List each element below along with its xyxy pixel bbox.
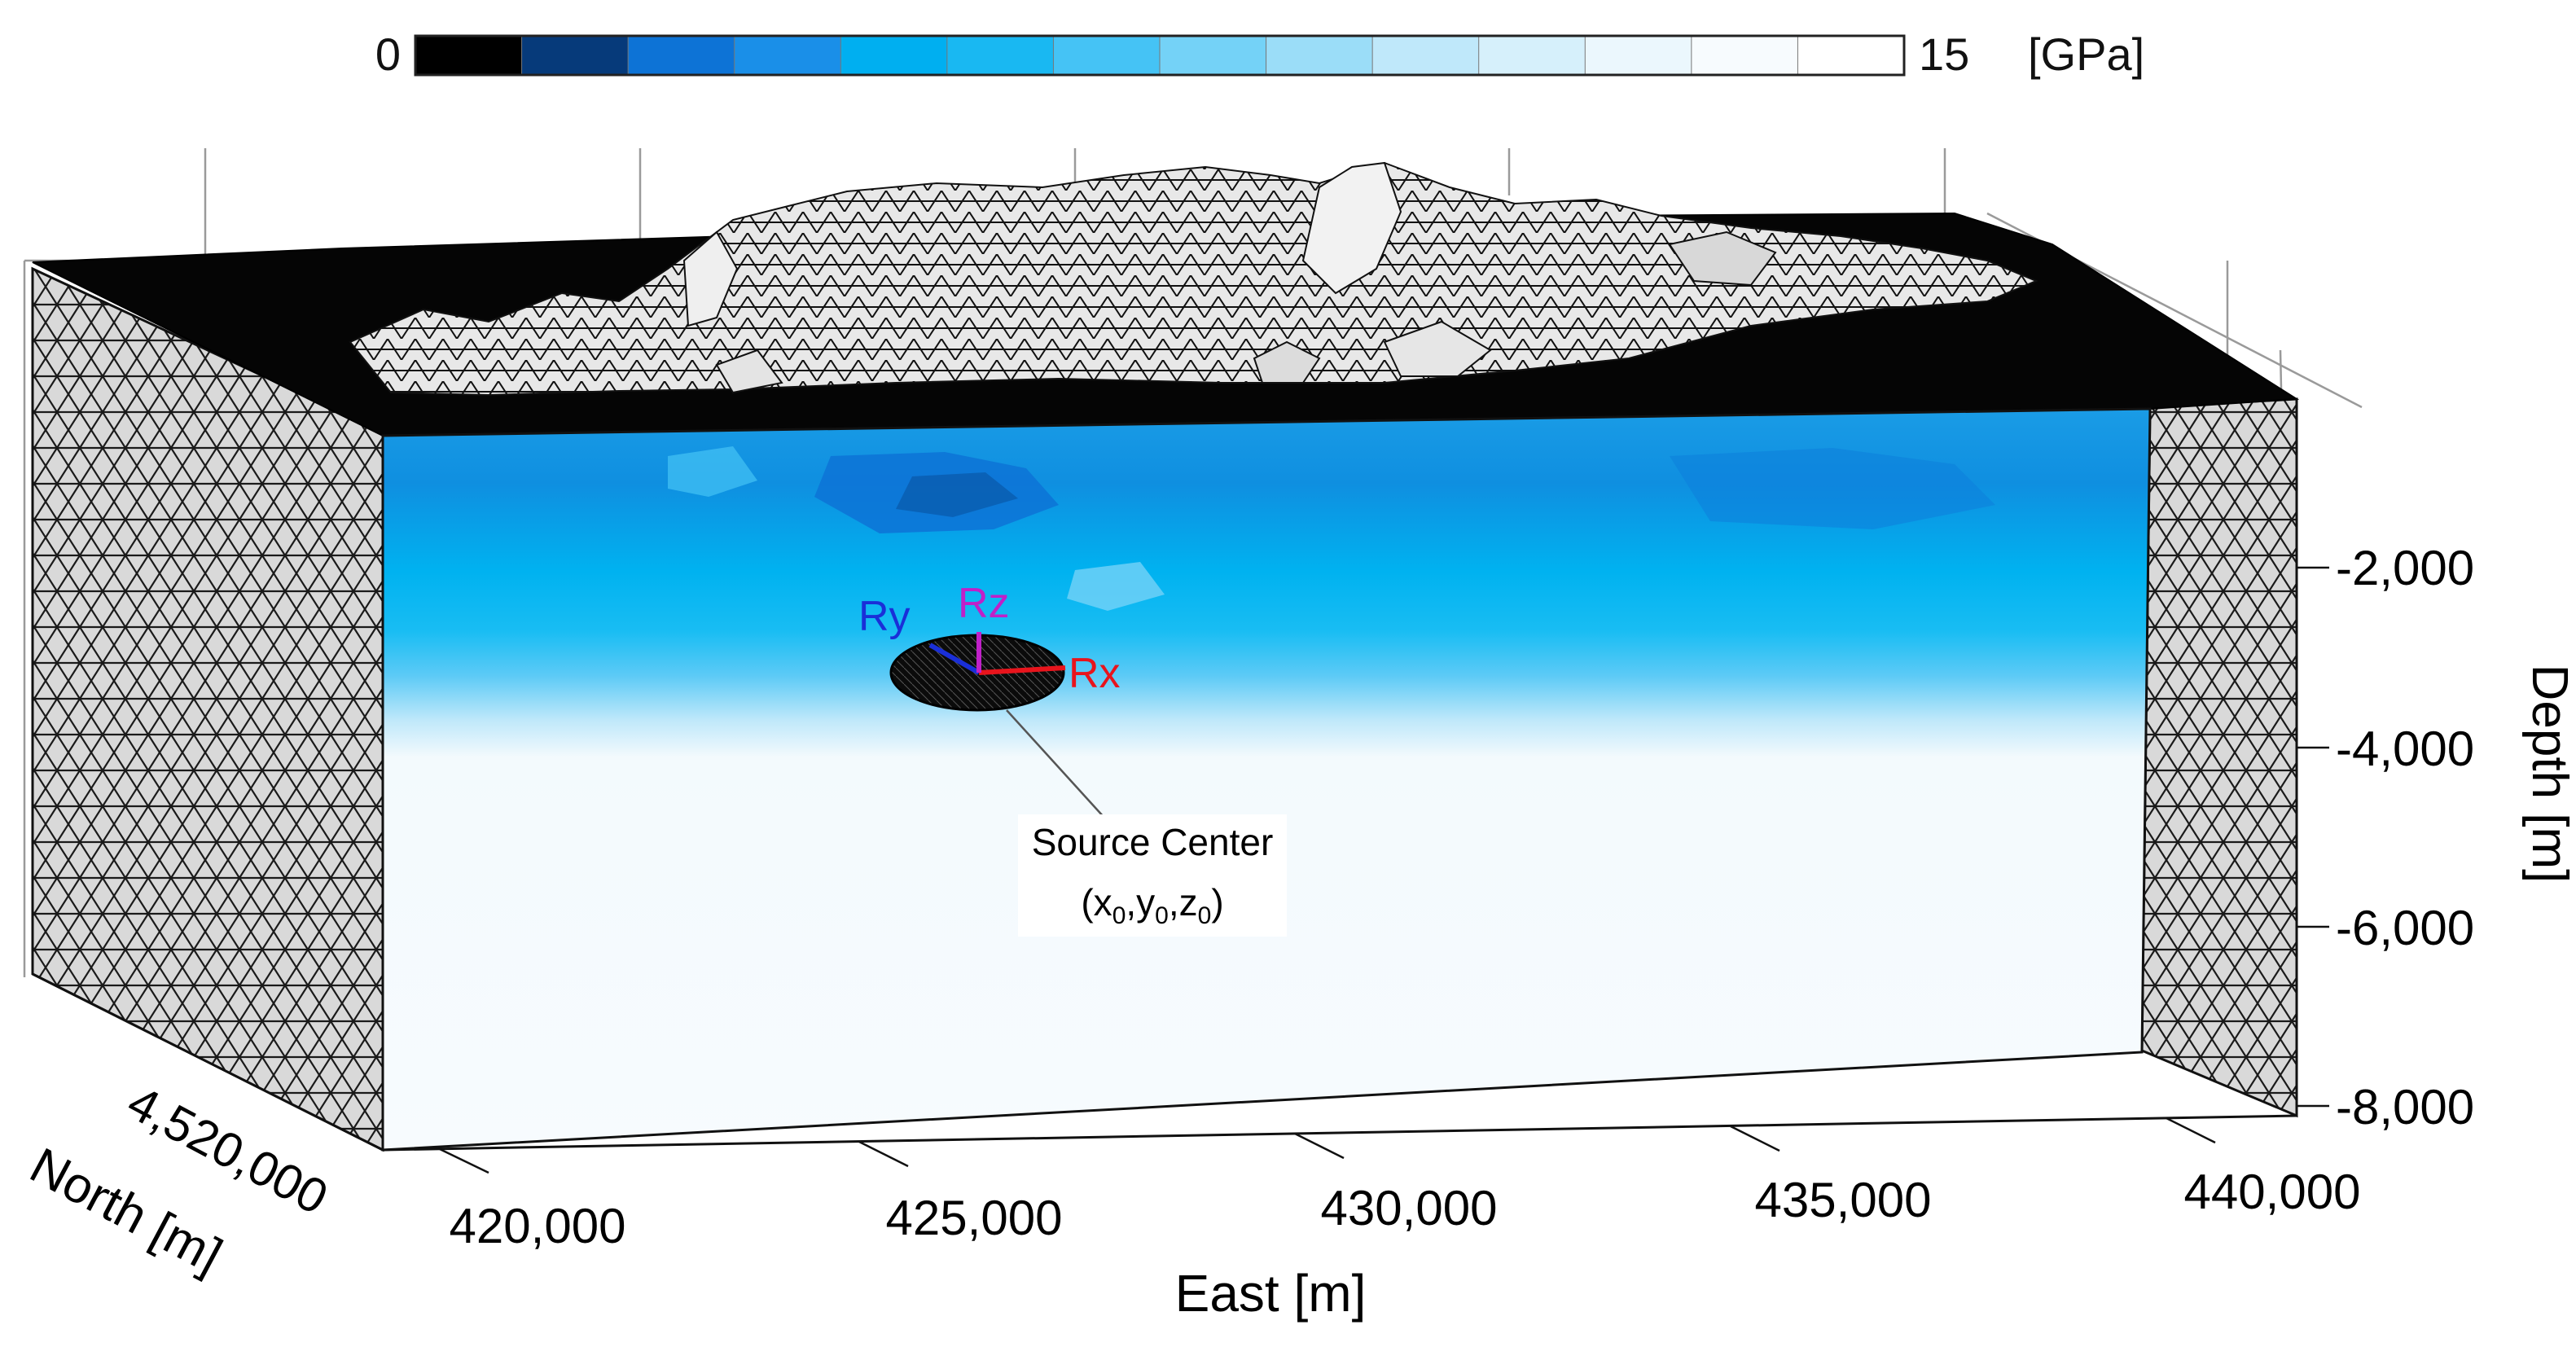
depth-axis-label: Depth [m] <box>2521 665 2576 884</box>
colorbar: 0 15 [GPa] <box>375 29 2144 80</box>
colorbar-cell <box>1691 35 1799 76</box>
colorbar-cells <box>415 35 1905 76</box>
east-tick-440000: 440,000 <box>2184 1165 2361 1219</box>
source-leader-line <box>1006 709 1105 818</box>
colorbar-cell <box>840 35 948 76</box>
colorbar-cell <box>1266 35 1374 76</box>
east-axis: 420,000 425,000 430,000 435,000 440,000 … <box>32 972 2361 1323</box>
source-center-label: Source Center <box>1032 821 1274 863</box>
source-coordinates: (x0,y0,z0) <box>1081 881 1223 929</box>
front-slice <box>381 407 2152 1152</box>
topography-mesh <box>349 161 2038 397</box>
source-label-box <box>1018 814 1287 937</box>
source-ellipsoid-group: Rx Ry Rz Source Center (x0,y0,z0) <box>858 580 1287 937</box>
colorbar-min-label: 0 <box>375 29 401 80</box>
colorbar-cell <box>521 35 630 76</box>
rx-axis-line <box>978 665 1066 675</box>
east-tick-430000: 430,000 <box>1321 1181 1498 1235</box>
depth-tick-8000: -8,000 <box>2336 1080 2474 1134</box>
colorbar-max-label: 15 <box>1919 29 1969 80</box>
right-mesh-wall <box>2140 397 2298 1118</box>
colorbar-unit: [GPa] <box>2028 29 2144 80</box>
colorbar-frame <box>414 34 1906 77</box>
colorbar-cell <box>1584 35 1692 76</box>
east-axis-label: East [m] <box>1175 1264 1367 1323</box>
rx-label: Rx <box>1069 650 1121 697</box>
depth-axis: -2,000 -4,000 -6,000 -8,000 Depth [m] <box>2295 399 2576 1134</box>
colorbar-cell <box>946 35 1055 76</box>
colorbar-cell <box>1797 35 1905 76</box>
east-tick-435000: 435,000 <box>1755 1173 1932 1227</box>
depth-tick-2000: -2,000 <box>2336 541 2474 595</box>
east-tick-420000: 420,000 <box>450 1199 626 1253</box>
depth-tick-6000: -6,000 <box>2336 901 2474 955</box>
ry-axis-line <box>928 643 981 675</box>
colorbar-cell <box>1371 35 1480 76</box>
ry-label: Ry <box>858 593 911 640</box>
colorbar-cell <box>1052 35 1161 76</box>
east-tick-425000: 425,000 <box>886 1191 1063 1245</box>
rz-label: Rz <box>958 580 1010 627</box>
colorbar-cell <box>734 35 842 76</box>
colorbar-cell <box>1478 35 1586 76</box>
north-axis: 4,520,000 North [m] <box>21 1075 336 1285</box>
depth-tick-4000: -4,000 <box>2336 722 2474 776</box>
colorbar-cell <box>415 35 523 76</box>
colorbar-cell <box>627 35 735 76</box>
colorbar-cell <box>1159 35 1267 76</box>
